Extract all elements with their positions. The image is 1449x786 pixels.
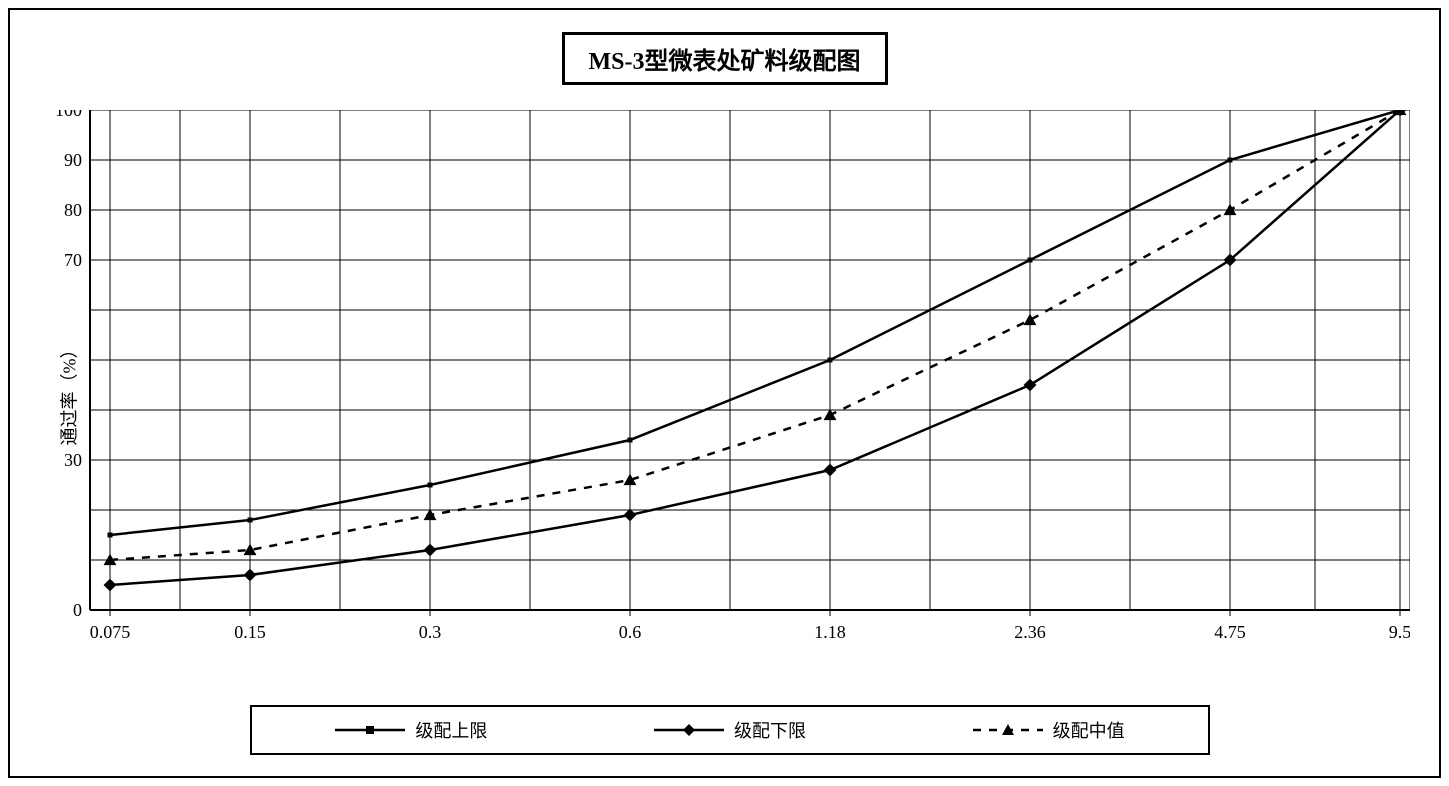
svg-text:0.6: 0.6 bbox=[619, 622, 642, 642]
svg-text:100: 100 bbox=[55, 110, 82, 120]
chart-frame: MS-3型微表处矿料级配图 通过率（%） 0307080901000.0750.… bbox=[8, 8, 1441, 778]
chart-title: MS-3型微表处矿料级配图 bbox=[562, 32, 888, 85]
plot-area: 0307080901000.0750.150.30.61.182.364.759… bbox=[50, 110, 1410, 610]
svg-text:0.075: 0.075 bbox=[90, 622, 131, 642]
legend-swatch-upper bbox=[335, 720, 405, 740]
legend-label-lower: 级配下限 bbox=[734, 717, 806, 743]
svg-text:30: 30 bbox=[64, 450, 82, 470]
svg-text:70: 70 bbox=[64, 250, 82, 270]
chart-svg: 0 30 70 80 90 100 0.075 0.15 0.3 0.6 1.18 2.36 4.75 9… bbox=[50, 110, 1410, 670]
svg-text:4.75: 4.75 bbox=[1214, 622, 1246, 642]
svg-text:9.5: 9.5 bbox=[1389, 622, 1410, 642]
legend-label-mid: 级配中值 bbox=[1053, 717, 1125, 743]
svg-text:90: 90 bbox=[64, 150, 82, 170]
legend-item-upper: 级配上限 bbox=[335, 717, 487, 743]
legend-label-upper: 级配上限 bbox=[415, 717, 487, 743]
svg-text:80: 80 bbox=[64, 200, 82, 220]
legend-swatch-lower bbox=[654, 720, 724, 740]
svg-text:1.18: 1.18 bbox=[814, 622, 846, 642]
legend-swatch-mid bbox=[973, 720, 1043, 740]
svg-text:0.3: 0.3 bbox=[419, 622, 442, 642]
legend: 级配上限 级配下限 级配中值 bbox=[250, 705, 1210, 755]
legend-item-mid: 级配中值 bbox=[973, 717, 1125, 743]
svg-text:0: 0 bbox=[73, 600, 82, 620]
svg-text:2.36: 2.36 bbox=[1014, 622, 1046, 642]
legend-item-lower: 级配下限 bbox=[654, 717, 806, 743]
svg-text:0.15: 0.15 bbox=[234, 622, 266, 642]
